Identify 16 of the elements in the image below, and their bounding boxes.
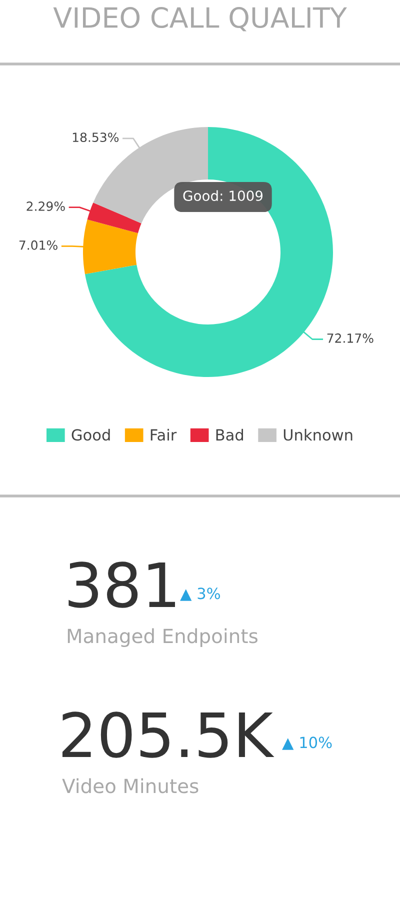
data-label: 7.01% — [19, 240, 58, 250]
data-label: 72.17% — [327, 333, 374, 343]
legend-label: Bad — [216, 428, 243, 441]
text: 205.5K — [62, 712, 274, 758]
legend-label: Fair — [150, 428, 177, 441]
data-label: 18.53% — [72, 132, 119, 142]
text: Managed Endpoints — [68, 628, 258, 648]
text: Video Minutes — [62, 778, 198, 794]
text: ▲ 10% — [282, 736, 332, 750]
text: 381 — [68, 562, 175, 608]
data-label: 2.29% — [26, 202, 65, 211]
legend-label: Unknown — [284, 428, 352, 441]
legend-label: Good — [72, 428, 110, 441]
text: ▲ 3% — [180, 588, 220, 601]
text: Good: 1009 — [183, 190, 263, 202]
chart-title: VIDEO CALL QUALITY — [53, 7, 347, 32]
